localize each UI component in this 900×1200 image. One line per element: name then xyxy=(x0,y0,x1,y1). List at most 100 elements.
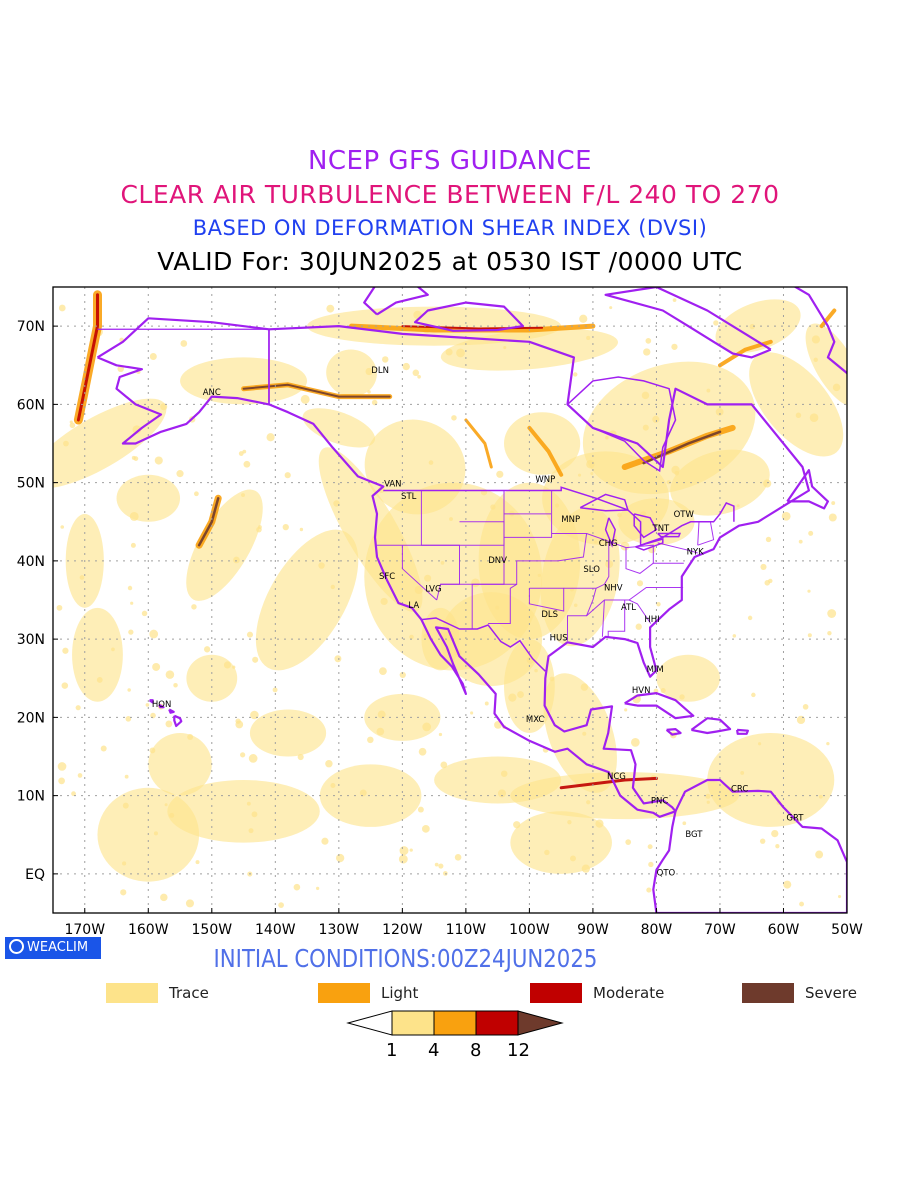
trace-speck xyxy=(807,589,811,593)
state-border xyxy=(625,547,654,574)
trace-speck xyxy=(813,357,818,363)
trace-speck xyxy=(837,894,842,899)
trace-speck xyxy=(300,394,310,404)
trace-speck xyxy=(567,819,572,825)
trace-speck xyxy=(69,420,73,424)
trace-speck xyxy=(240,752,246,758)
coastline xyxy=(363,287,429,316)
coastline xyxy=(414,301,525,332)
station-label-mnp: MNP xyxy=(561,515,580,525)
trace-speck xyxy=(471,578,480,588)
trace-speck xyxy=(495,605,500,610)
trace-speck xyxy=(799,901,805,907)
trace-speck xyxy=(359,789,367,797)
trace-speck xyxy=(653,688,659,694)
trace-speck xyxy=(660,687,666,694)
station-label-van: VAN xyxy=(384,480,401,490)
trace-speck xyxy=(656,602,661,607)
trace-speck xyxy=(149,629,159,639)
station-label-stl: STL xyxy=(401,492,417,502)
country-border xyxy=(421,617,546,672)
trace-speck xyxy=(299,527,304,532)
coastline xyxy=(665,727,682,736)
trace-speck xyxy=(160,893,168,902)
trace-speck xyxy=(732,634,737,638)
trace-speck xyxy=(423,633,429,639)
trace-blob xyxy=(249,709,327,757)
trace-speck xyxy=(58,777,65,785)
trace-speck xyxy=(705,793,711,799)
trace-speck xyxy=(713,320,719,326)
trace-blob xyxy=(805,323,847,408)
trace-speck xyxy=(232,665,236,669)
legend-label-severe: Severe xyxy=(805,984,857,1002)
trace-speck xyxy=(496,470,504,478)
trace-speck xyxy=(417,806,424,813)
trace-speck xyxy=(605,436,609,440)
trace-speck xyxy=(417,374,421,379)
trace-speck xyxy=(367,736,374,744)
lat-label: 50N xyxy=(17,476,45,492)
trace-speck xyxy=(223,661,232,669)
trace-speck xyxy=(399,846,409,856)
trace-speck xyxy=(802,704,809,710)
lon-label: 110W xyxy=(446,922,487,938)
station-label-sfc: SFC xyxy=(379,572,395,582)
station-label-dln: DLN xyxy=(371,366,389,376)
trace-speck xyxy=(180,340,188,347)
trace-speck xyxy=(609,306,613,310)
trace-speck xyxy=(149,747,156,754)
lon-label: 90W xyxy=(577,922,609,938)
trace-speck xyxy=(749,323,755,330)
lon-label: 140W xyxy=(255,922,296,938)
trace-speck xyxy=(765,536,772,543)
coastline xyxy=(604,287,772,359)
trace-speck xyxy=(409,634,414,640)
trace-speck xyxy=(128,629,134,635)
trace-blob xyxy=(318,447,423,612)
state-border xyxy=(628,599,652,624)
trace-speck xyxy=(333,500,340,507)
station-label-hhi: HHI xyxy=(644,615,659,625)
station-label-nhv: NHV xyxy=(604,584,623,594)
trace-speck xyxy=(122,861,127,866)
station-label-anc: ANC xyxy=(203,388,221,398)
trace-speck xyxy=(191,604,197,610)
trace-speck xyxy=(250,710,259,720)
trace-speck xyxy=(315,886,320,891)
trace-speck xyxy=(120,889,127,896)
trace-speck xyxy=(428,460,434,465)
lat-label: 40N xyxy=(17,554,45,570)
colorbar-tick-4: 4 xyxy=(428,1040,440,1061)
trace-speck xyxy=(377,710,386,719)
trace-speck xyxy=(490,504,496,510)
turbulence-streak xyxy=(527,425,564,477)
trace-speck xyxy=(409,848,413,852)
trace-speck xyxy=(751,692,756,698)
legend-swatch-light xyxy=(318,983,370,1003)
trace-speck xyxy=(421,824,430,833)
turbulence-streak xyxy=(642,430,722,465)
trace-blob xyxy=(167,779,320,843)
lon-label: 60W xyxy=(768,922,800,938)
trace-speck xyxy=(828,513,837,522)
trace-speck xyxy=(679,694,685,700)
trace-speck xyxy=(586,800,591,805)
trace-speck xyxy=(807,633,812,638)
trace-speck xyxy=(445,348,453,356)
lat-label: 10N xyxy=(17,789,45,805)
map-frame xyxy=(52,286,848,914)
trace-speck xyxy=(164,803,168,807)
trace-speck xyxy=(537,573,541,578)
lat-label: 20N xyxy=(17,710,45,726)
trace-speck xyxy=(798,539,803,544)
lon-label: 130W xyxy=(319,922,360,938)
colorbar-moderate-segment xyxy=(475,1010,519,1036)
trace-speck xyxy=(582,731,587,736)
trace-speck xyxy=(451,415,457,421)
trace-speck xyxy=(617,512,622,518)
logo-text: WEACLIM xyxy=(27,940,89,955)
state-border xyxy=(601,599,605,637)
station-label-atl: ATL xyxy=(621,603,636,613)
trace-speck xyxy=(831,501,836,506)
